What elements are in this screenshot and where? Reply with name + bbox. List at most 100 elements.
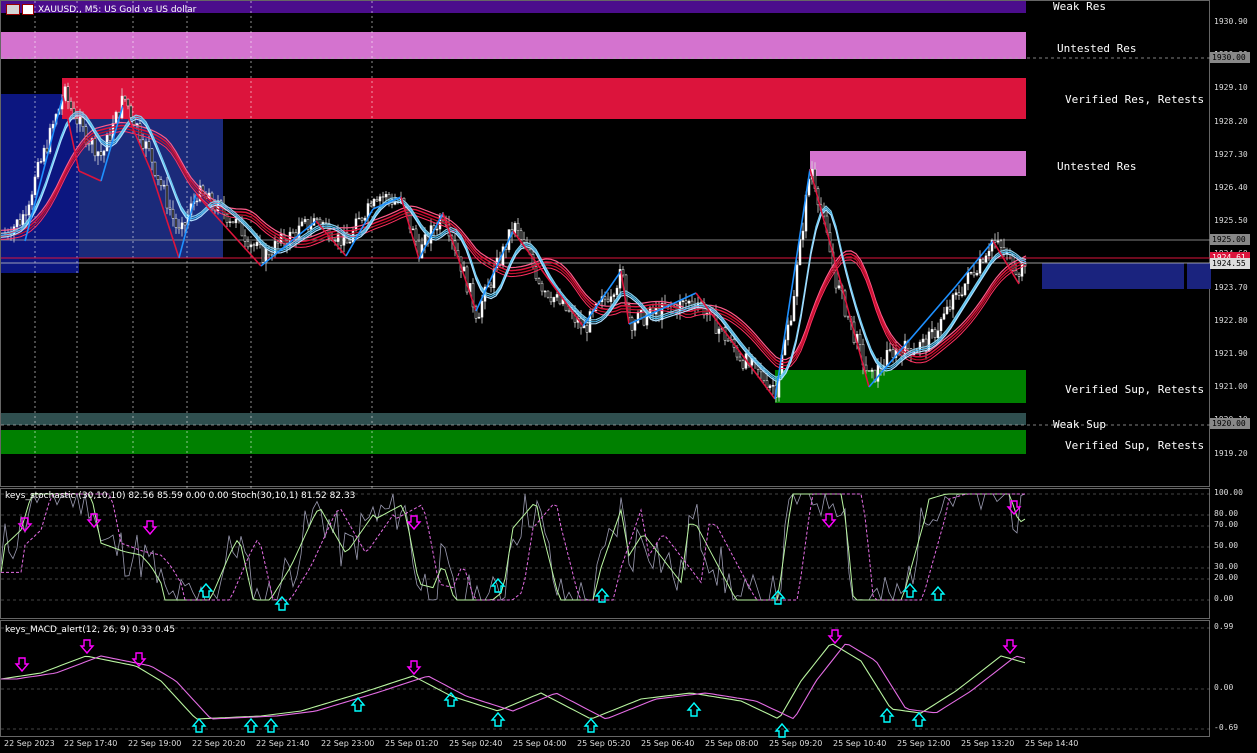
sell-arrow-icon (86, 513, 102, 529)
time-axis-label: 25 Sep 10:40 (833, 739, 887, 748)
candle-body (171, 209, 175, 219)
candle-body (414, 228, 418, 242)
candle-body (141, 139, 145, 149)
candle-body (99, 151, 103, 156)
candle-body (339, 233, 343, 246)
candle-body (75, 118, 79, 125)
stochastic-pane[interactable] (0, 488, 1211, 619)
zigzag-segment (955, 240, 994, 287)
price-axis-label: 1927.30 (1214, 149, 1248, 159)
candle-body (786, 324, 790, 341)
candle-body (585, 325, 589, 333)
candle-body (522, 239, 526, 243)
chart-window-icon-2 (22, 4, 34, 15)
chart-symbol-title: XAUUSD., M5: US Gold vs US dollar (6, 4, 196, 15)
candle-body (489, 284, 493, 288)
candle-body (945, 306, 949, 315)
candle-body (411, 228, 415, 231)
price-chart-pane[interactable] (0, 0, 1211, 488)
candle-body (543, 290, 547, 293)
buy-arrow-icon (350, 696, 366, 712)
candle-body (741, 360, 745, 369)
candle-body (618, 269, 622, 289)
candle-body (291, 231, 295, 234)
candle-body (621, 269, 625, 276)
price-tag: 1925.00 (1210, 234, 1250, 245)
chart-window-icon (6, 4, 20, 15)
candle-body (924, 338, 928, 352)
candle-body (300, 221, 304, 227)
candle-body (252, 244, 256, 246)
macd-pane[interactable] (0, 620, 1211, 738)
candle-body (129, 105, 133, 118)
candle-body (615, 287, 619, 295)
zone-rect (62, 78, 1026, 119)
candle-body (165, 184, 169, 209)
time-axis-label: 25 Sep 13:20 (961, 739, 1015, 748)
candle-body (867, 370, 871, 372)
candle-body (480, 301, 484, 318)
zigzag-segment (345, 208, 374, 257)
zigzag-segment (315, 220, 347, 257)
buy-arrow-icon (770, 589, 786, 605)
time-axis-label: 22 Sep 23:00 (321, 739, 375, 748)
time-axis-label: 22 Sep 17:40 (64, 739, 118, 748)
candle-body (36, 162, 40, 178)
candle-body (996, 240, 1000, 243)
candle-body (78, 116, 82, 125)
candle-body (477, 316, 481, 319)
candle-body (549, 296, 553, 303)
stoch-level-label: 0.00 (1214, 594, 1234, 603)
candle-body (948, 306, 952, 310)
candle-body (228, 221, 232, 223)
candle-body (933, 329, 937, 338)
candle-body (630, 317, 634, 331)
candle-body (768, 385, 772, 388)
zone-label: Verified Sup, Retests (1065, 439, 1205, 452)
price-axis-label: 1919.20 (1214, 448, 1248, 458)
price-axis-label: 1929.10 (1214, 83, 1248, 93)
candle-body (636, 312, 640, 324)
candle-body (633, 322, 637, 331)
buy-arrow-icon (911, 711, 927, 727)
candle-body (21, 214, 25, 226)
candle-body (951, 294, 955, 310)
price-chart-canvas (1, 1, 1211, 488)
candle-body (957, 292, 961, 296)
candle-body (606, 298, 610, 302)
buy-arrow-icon (490, 711, 506, 727)
candle-body (876, 364, 880, 382)
zone-label: Weak Res (1053, 0, 1106, 13)
candle-body (984, 255, 988, 263)
candle-body (795, 264, 799, 297)
zigzag-segment (512, 230, 584, 327)
candle-body (987, 250, 991, 257)
candle-body (93, 138, 97, 157)
candle-body (990, 240, 994, 252)
stoch-k-line (1, 493, 1026, 601)
candle-body (783, 339, 787, 356)
candle-body (930, 329, 934, 333)
stoch-level-label: 30.00 (1214, 562, 1239, 571)
candle-body (726, 340, 730, 342)
zone-label: Untested Res (1057, 42, 1137, 55)
zigzag-segment (868, 285, 957, 388)
candle-body (969, 271, 973, 274)
time-axis-label: 22 Sep 20:20 (192, 739, 246, 748)
candle-body (1020, 262, 1024, 277)
time-axis-label: 25 Sep 05:20 (577, 739, 631, 748)
candle-body (90, 138, 94, 145)
candle-body (27, 204, 31, 216)
candle-body (609, 296, 613, 302)
sell-arrow-icon (79, 639, 95, 655)
candle-body (246, 241, 250, 248)
candle-body (243, 235, 247, 242)
candle-body (1014, 270, 1018, 275)
macd-main-line (1, 643, 1026, 720)
candle-body (168, 207, 172, 210)
candle-body (960, 294, 964, 297)
candle-body (225, 213, 229, 223)
stoch-level-label: 80.00 (1214, 509, 1239, 518)
candle-body (126, 98, 130, 107)
candle-body (384, 194, 388, 198)
